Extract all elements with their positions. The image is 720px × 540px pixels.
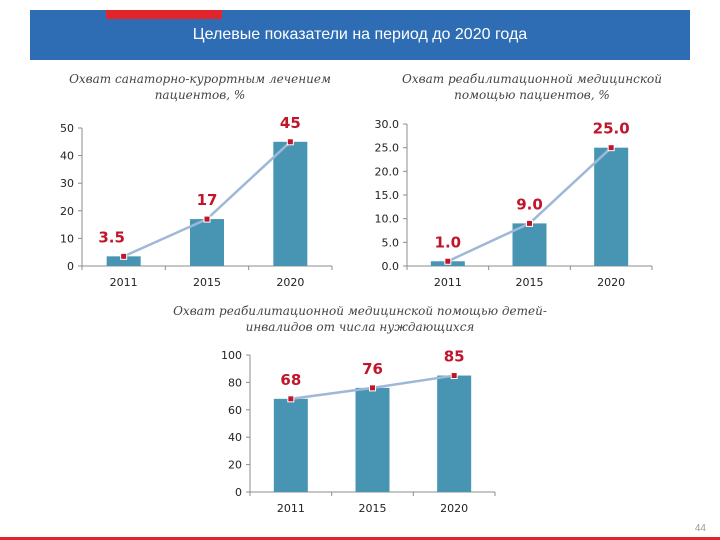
chart-1-title-line-1: Охват санаторно-курортным лечением — [69, 72, 331, 86]
chart-1-data-label: 45 — [280, 114, 301, 132]
chart-1-y-tick-label: 50 — [60, 122, 74, 135]
chart-2-title-line-2: помощью пациентов, % — [454, 88, 610, 102]
chart-3-point-marker — [450, 372, 458, 380]
chart-3-data-label: 76 — [362, 360, 383, 378]
footer-accent-line — [0, 537, 720, 540]
chart-2-y-tick-label: 0.0 — [382, 260, 400, 273]
chart-1-y-tick-label: 30 — [60, 177, 74, 190]
chart-1-title: Охват санаторно-курортным лечением пацие… — [40, 71, 360, 103]
page-title: Целевые показатели на период до 2020 год… — [192, 26, 528, 43]
chart-1-bar — [273, 141, 308, 266]
chart-1-y-tick-label: 20 — [60, 205, 74, 218]
chart-3-y-tick-label: 20 — [228, 459, 242, 472]
chart-2-x-tick-label: 2020 — [597, 276, 625, 289]
chart-2-x-tick-label: 2015 — [516, 276, 544, 289]
chart-3-title-line-2: инвалидов от числа нуждающихся — [245, 320, 475, 334]
page-number: 44 — [694, 523, 706, 534]
chart-3-y-tick-label: 80 — [228, 376, 242, 389]
chart-3-x-tick-label: 2011 — [277, 502, 305, 515]
chart-1-y-tick-label: 10 — [60, 232, 74, 245]
chart-2-y-tick-label: 15.0 — [375, 189, 400, 202]
chart-2-y-tick-label: 10.0 — [375, 213, 400, 226]
chart-2-y-tick-label: 25.0 — [375, 142, 400, 155]
header-bar: Целевые показатели на период до 2020 год… — [30, 10, 690, 60]
chart-3-bar — [273, 398, 308, 492]
chart-2-bar — [512, 223, 547, 266]
chart-3-x-tick-label: 2015 — [359, 502, 387, 515]
chart-2-title-line-1: Охват реабилитационной медицинской — [402, 72, 662, 86]
chart-2-y-tick-label: 30.0 — [375, 118, 400, 131]
chart-3-title: Охват реабилитационной медицинской помощ… — [160, 303, 560, 335]
chart-1-y-tick-label: 0 — [67, 260, 74, 273]
chart-1-bar — [190, 219, 224, 266]
chart-2-data-label: 1.0 — [435, 233, 462, 251]
chart-3-y-tick-label: 40 — [228, 431, 242, 444]
chart-3-y-tick-label: 60 — [228, 404, 242, 417]
chart-1-data-label: 3.5 — [98, 228, 125, 246]
chart-3-point-marker — [287, 395, 295, 403]
chart-3-title-line-1: Охват реабилитационной медицинской помощ… — [173, 304, 547, 318]
chart-1-x-tick-label: 2011 — [110, 276, 138, 289]
chart-1-x-tick-label: 2015 — [193, 276, 221, 289]
header-accent-stripe — [106, 10, 222, 19]
chart-3-x-tick-label: 2020 — [440, 502, 468, 515]
chart-3-data-label: 85 — [444, 348, 465, 366]
chart-1-bar — [106, 256, 141, 266]
chart-3-bar — [355, 387, 390, 492]
chart-2-y-tick-label: 5.0 — [382, 236, 400, 249]
chart-2-x-tick-label: 2011 — [434, 276, 462, 289]
chart-3-y-tick-label: 0 — [235, 486, 242, 499]
chart-2-title: Охват реабилитационной медицинской помощ… — [372, 71, 692, 103]
chart-1-point-marker — [286, 138, 294, 146]
chart-2-point-marker — [526, 219, 533, 227]
chart-2-point-marker — [444, 257, 452, 265]
chart-1-point-marker — [120, 252, 128, 260]
chart-1-y-tick-label: 40 — [60, 150, 74, 163]
chart-2-data-label: 25.0 — [593, 120, 630, 138]
chart-3-data-label: 68 — [280, 371, 301, 389]
chart-2-point-marker — [607, 144, 615, 152]
chart-1-data-label: 17 — [197, 191, 218, 209]
chart-1-title-line-2: пациентов, % — [154, 88, 246, 102]
chart-3-point-marker — [369, 384, 376, 392]
chart-1-point-marker — [203, 215, 211, 223]
chart-2-bar — [594, 147, 629, 266]
chart-1-x-tick-label: 2020 — [276, 276, 304, 289]
chart-3-y-tick-label: 100 — [221, 349, 242, 362]
chart-2-data-label: 9.0 — [516, 195, 543, 213]
chart-3-bar — [437, 375, 472, 492]
chart-2-y-tick-label: 20.0 — [375, 165, 400, 178]
